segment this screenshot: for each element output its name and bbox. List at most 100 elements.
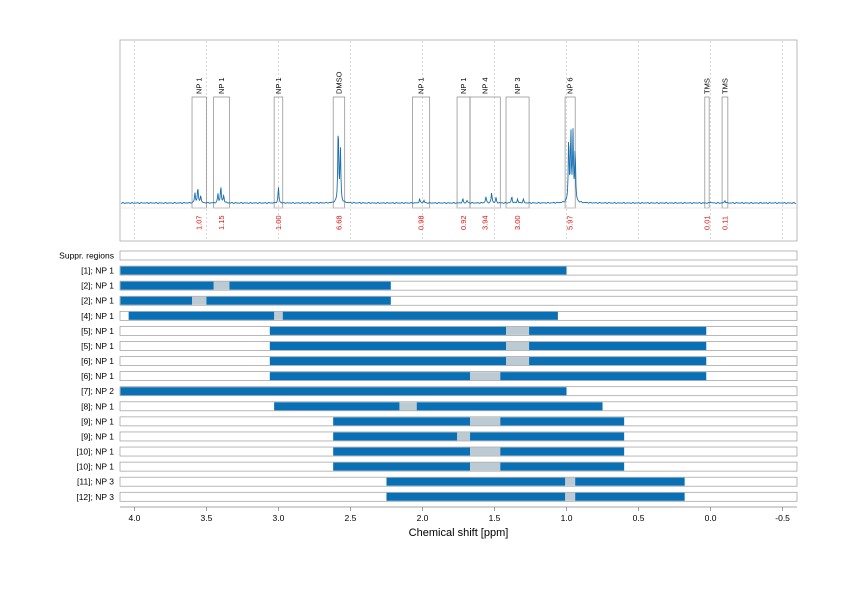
region-integral: 0.01 [702,215,711,230]
x-tick-label: 2.0 [417,513,429,523]
suppression-row: [9]; NP 1 [81,431,798,441]
row-bar-segment [229,281,391,290]
row-bar-segment [529,326,707,335]
row-label: [10]; NP 1 [76,447,114,457]
suppressed-gap [192,296,207,305]
suppression-row: [8]; NP 1 [81,401,798,411]
suppression-row: [7]; NP 2 [81,386,798,396]
row-label: [5]; NP 1 [81,341,114,351]
suppressed-gap [470,372,501,381]
row-label: [6]; NP 1 [81,371,114,381]
row-label: [10]; NP 1 [76,462,114,472]
row-bar-segment [333,432,458,441]
x-tick-label: -0.5 [775,513,790,523]
region-label: NP 6 [566,77,575,94]
row-bar-segment [529,341,707,350]
row-label: [4]; NP 1 [81,311,114,321]
x-tick-label: 0.5 [633,513,645,523]
row-label: [1]; NP 1 [81,266,114,276]
row-bar-segment [386,477,566,486]
integration-regions: NP 1 1.07 NP 1 1.15 NP 1 1.00 DMSO 6.68 NP 1 0.98… [191,71,729,230]
region-integral: 0.11 [720,216,729,230]
region-label: TMS [720,78,729,94]
row-label: [5]; NP 1 [81,326,114,336]
suppression-row: [6]; NP 1 [81,356,798,366]
row-bar-segment [333,462,471,471]
row-label: [9]; NP 1 [81,431,114,441]
row-frame [119,250,798,261]
suppressed-gap [274,311,283,320]
row-label: [8]; NP 1 [81,401,114,411]
region-integral: 1.07 [195,215,204,230]
suppressed-gap [470,417,501,426]
row-bar-segment [274,402,400,411]
suppressed-gap [506,326,530,335]
suppressed-gap [457,432,471,441]
row-bar-segment [120,296,193,305]
row-bar-segment [269,357,507,366]
row-label: [9]; NP 1 [81,416,114,426]
region-integral: 1.00 [274,215,283,230]
x-tick-label: 1.5 [489,513,501,523]
suppression-row: [10]; NP 1 [76,447,798,457]
row-frame [119,280,798,291]
row-bar-segment [269,326,507,335]
row-label: [11]; NP 3 [77,477,114,487]
row-bar-segment [500,372,707,381]
region-label: NP 1 [274,77,283,94]
suppression-row: [5]; NP 1 [81,326,798,336]
suppression-row: [2]; NP 1 [81,295,798,306]
row-label: [6]; NP 1 [81,356,114,366]
region-label: NP 1 [417,77,426,94]
row-bar-segment [120,266,567,275]
suppressed-gap [470,462,501,471]
row-bar-segment [416,402,603,411]
region-label: NP 3 [513,77,522,94]
region-integral: 3.00 [513,215,522,230]
row-bar-segment [206,296,391,305]
row-bar-segment [269,372,471,381]
suppression-row: [9]; NP 1 [81,416,798,426]
row-bar-segment [500,417,625,426]
x-axis-ticks: 4.0 3.5 3.0 2.5 2.0 1.5 1.0 0.5 0.0 -0.5 [128,507,790,523]
suppression-row: Suppr. regions [59,250,798,261]
region-integral: 3.94 [481,215,490,230]
suppression-row: [11]; NP 3 [77,477,798,487]
row-label: [2]; NP 1 [81,296,114,306]
row-bar-segment [500,447,625,456]
suppressed-gap [399,402,417,411]
region-label: NP 4 [481,77,490,94]
region-integral: 5.97 [566,215,575,230]
region-label: DMSO [334,71,343,94]
suppressed-gap [565,477,576,486]
region-label: NP 1 [195,77,204,94]
suppression-row: [5]; NP 1 [81,341,798,351]
suppression-rows-panel: Suppr. regions [1]; NP 1 [2]; NP 1 [2]; NP … [59,250,798,502]
spectrum-trace [120,128,797,205]
suppressed-gap [565,492,576,501]
row-bar-segment [333,447,471,456]
region-label: NP 1 [217,77,226,94]
row-label: Suppr. regions [59,251,114,261]
x-axis: 4.0 3.5 3.0 2.5 2.0 1.5 1.0 0.5 0.0 -0.5 Chemical… [120,506,797,539]
row-bar-segment [575,477,685,486]
spectrum-panel: NP 1 1.07 NP 1 1.15 NP 1 1.00 DMSO 6.68 NP 1 0.98… [119,39,798,242]
region-label: TMS [702,78,711,94]
suppressed-gap [506,341,530,350]
region-label: NP 1 [459,77,468,94]
x-tick-label: 2.5 [345,513,357,523]
x-tick-label: 1.0 [561,513,573,523]
row-bar-segment [500,462,625,471]
row-frame [119,295,798,306]
suppressed-gap [470,447,501,456]
x-tick-label: 0.0 [705,513,717,523]
row-bar-segment [269,341,507,350]
suppression-row: [6]; NP 1 [81,371,798,381]
suppression-row: [1]; NP 1 [81,266,798,276]
row-bar-segment [386,492,566,501]
suppression-row: [2]; NP 1 [81,280,798,291]
spectrum-frame [119,39,798,242]
region-integral: 6.68 [334,215,343,230]
suppression-row: [10]; NP 1 [76,462,798,472]
